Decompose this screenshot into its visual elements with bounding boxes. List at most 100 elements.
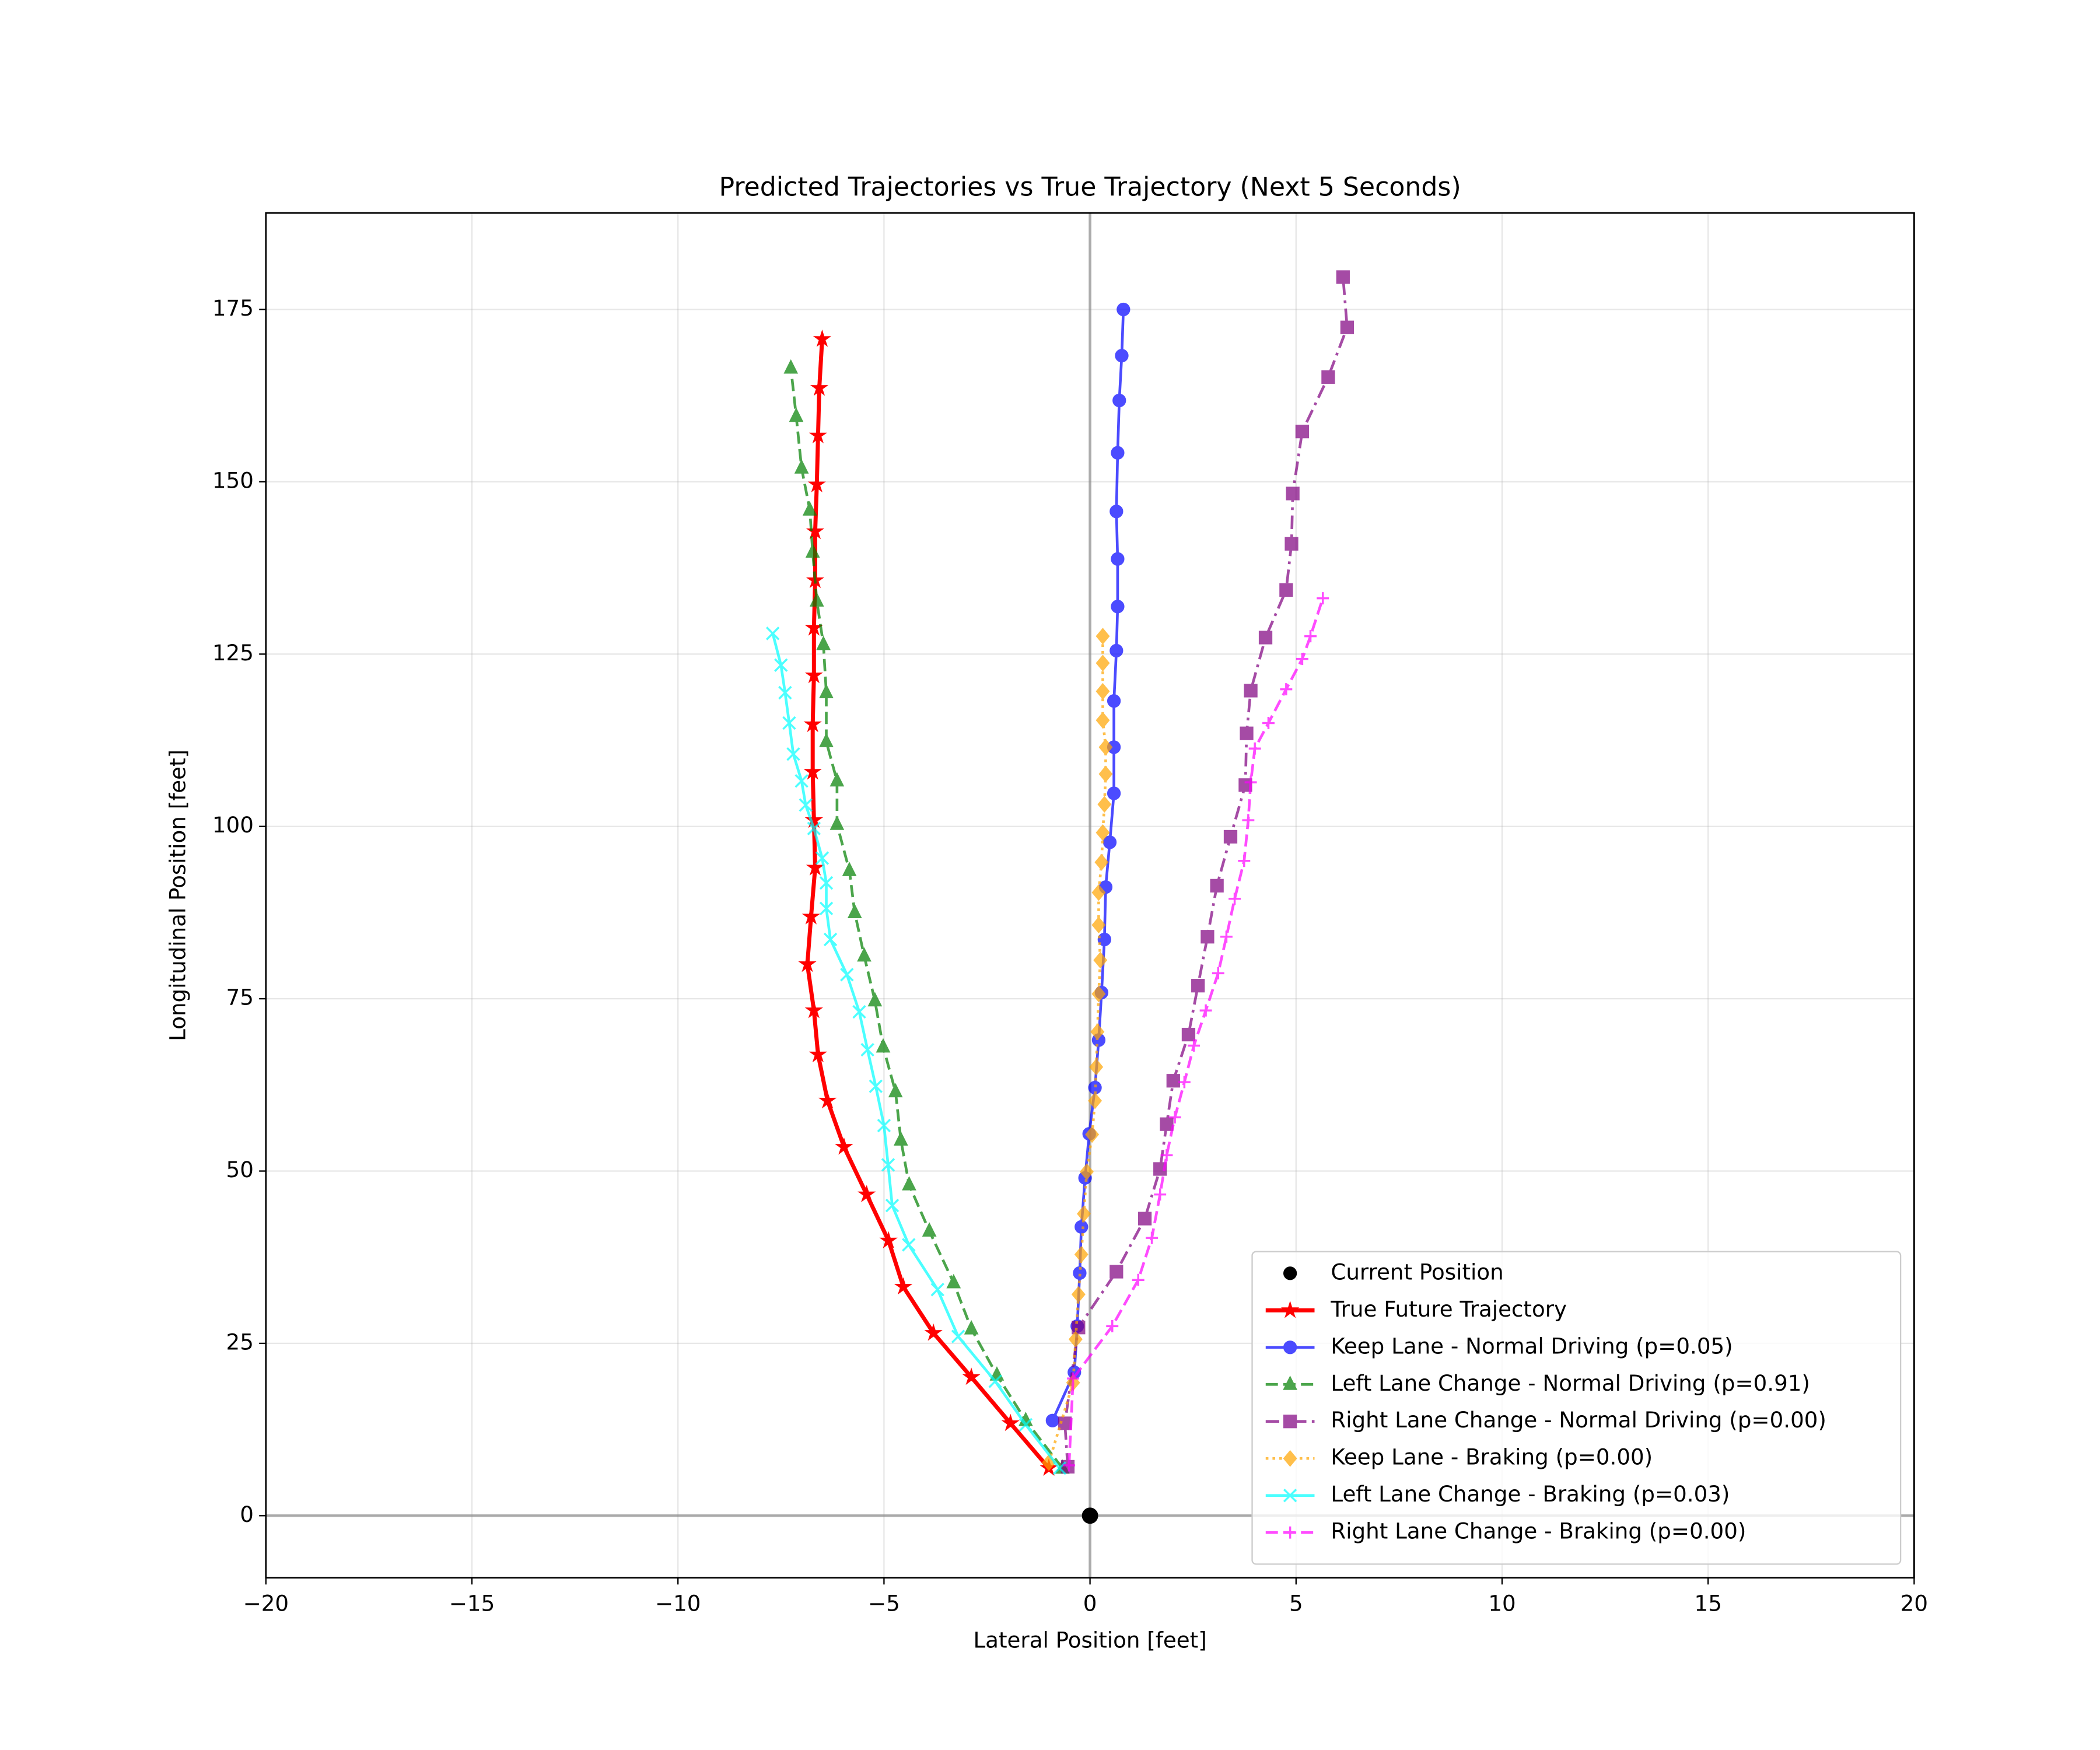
marker bbox=[802, 907, 820, 925]
marker bbox=[1262, 717, 1275, 729]
legend-label: Current Position bbox=[1331, 1259, 1503, 1284]
marker bbox=[860, 1042, 874, 1057]
marker bbox=[810, 378, 829, 396]
x-tick-label: −15 bbox=[449, 1591, 495, 1616]
series bbox=[1063, 592, 1329, 1472]
marker bbox=[1096, 654, 1110, 672]
marker bbox=[1317, 592, 1329, 605]
marker bbox=[809, 592, 824, 607]
legend-entry bbox=[1265, 1340, 1315, 1354]
y-tick-label: 100 bbox=[212, 812, 254, 838]
marker bbox=[930, 1283, 944, 1297]
marker bbox=[902, 1175, 916, 1191]
marker bbox=[765, 626, 780, 640]
legend-label: Keep Lane - Braking (p=0.00) bbox=[1331, 1444, 1653, 1470]
marker bbox=[842, 862, 857, 876]
chart-title: Predicted Trajectories vs True Trajector… bbox=[719, 172, 1461, 202]
marker bbox=[1107, 786, 1121, 800]
legend-entry bbox=[1265, 1415, 1315, 1429]
marker bbox=[794, 774, 808, 788]
marker bbox=[1097, 796, 1112, 813]
marker bbox=[830, 772, 845, 787]
marker bbox=[1091, 884, 1106, 901]
marker bbox=[798, 954, 817, 972]
marker bbox=[1340, 320, 1354, 334]
marker bbox=[1097, 932, 1111, 947]
marker bbox=[1284, 537, 1298, 551]
marker bbox=[794, 459, 809, 474]
series bbox=[765, 626, 1067, 1475]
marker bbox=[1223, 830, 1238, 844]
marker bbox=[922, 1222, 937, 1237]
marker bbox=[1074, 1246, 1088, 1263]
marker bbox=[1153, 1162, 1167, 1176]
marker bbox=[1096, 682, 1110, 700]
x-tick-label: 15 bbox=[1695, 1591, 1722, 1616]
legend-label: True Future Trajectory bbox=[1330, 1296, 1567, 1322]
series-line bbox=[1063, 276, 1349, 1467]
marker bbox=[1248, 742, 1261, 755]
y-tick-label: 0 bbox=[240, 1502, 254, 1527]
series-line bbox=[1051, 309, 1125, 1422]
marker bbox=[1096, 628, 1110, 645]
marker bbox=[783, 359, 799, 374]
legend-marker bbox=[1283, 1376, 1297, 1390]
marker bbox=[819, 684, 834, 699]
marker bbox=[964, 1320, 979, 1335]
marker bbox=[1098, 738, 1113, 756]
marker bbox=[858, 1185, 876, 1202]
marker bbox=[869, 1079, 883, 1093]
marker bbox=[1279, 583, 1293, 597]
marker bbox=[1146, 1231, 1158, 1244]
marker bbox=[1296, 653, 1308, 666]
marker bbox=[835, 1137, 853, 1155]
marker bbox=[1228, 892, 1241, 905]
marker bbox=[1089, 1058, 1104, 1076]
marker bbox=[808, 1045, 827, 1063]
marker bbox=[1090, 1023, 1105, 1041]
marker bbox=[805, 543, 820, 558]
marker bbox=[799, 798, 813, 812]
marker bbox=[1001, 1413, 1020, 1432]
x-axis-label: Lateral Position [feet] bbox=[973, 1627, 1206, 1653]
marker bbox=[1188, 1040, 1200, 1052]
marker bbox=[1132, 1273, 1144, 1286]
y-tick-label: 50 bbox=[226, 1157, 254, 1182]
marker bbox=[819, 733, 834, 747]
marker bbox=[1244, 776, 1257, 789]
marker bbox=[1200, 930, 1214, 944]
marker bbox=[815, 851, 830, 865]
marker bbox=[879, 1231, 898, 1249]
marker bbox=[1045, 1413, 1059, 1427]
x-tick-label: −10 bbox=[655, 1591, 701, 1616]
marker bbox=[857, 947, 872, 962]
marker bbox=[1280, 683, 1293, 696]
legend-marker bbox=[1281, 1300, 1300, 1318]
marker bbox=[1111, 552, 1125, 566]
legend-entry bbox=[1265, 1300, 1315, 1318]
y-tick-label: 25 bbox=[226, 1329, 254, 1354]
series bbox=[798, 329, 1058, 1476]
x-tick-label: 0 bbox=[1083, 1591, 1097, 1616]
marker bbox=[1115, 349, 1129, 363]
marker bbox=[902, 1238, 916, 1252]
marker bbox=[1019, 1418, 1033, 1432]
y-tick-label: 150 bbox=[212, 467, 254, 493]
marker bbox=[1096, 712, 1110, 729]
marker bbox=[867, 992, 883, 1007]
legend-label: Left Lane Change - Normal Driving (p=0.9… bbox=[1331, 1370, 1810, 1396]
marker bbox=[1238, 855, 1251, 867]
legend-entry bbox=[1265, 1376, 1315, 1390]
marker bbox=[1210, 878, 1224, 892]
marker bbox=[1052, 1461, 1067, 1475]
marker bbox=[1110, 505, 1124, 519]
marker bbox=[816, 635, 831, 650]
marker bbox=[894, 1131, 908, 1146]
marker bbox=[804, 810, 823, 828]
marker bbox=[1112, 393, 1126, 408]
marker bbox=[813, 329, 832, 347]
marker bbox=[894, 1277, 913, 1295]
marker bbox=[806, 858, 825, 876]
